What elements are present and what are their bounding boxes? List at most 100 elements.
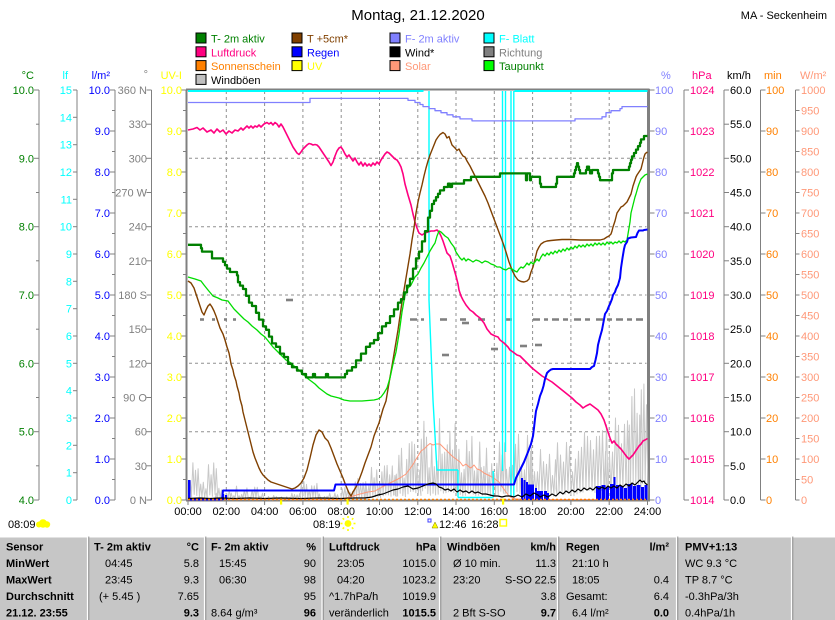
svg-text:16:00: 16:00 xyxy=(481,506,509,518)
svg-text:120: 120 xyxy=(129,358,147,370)
svg-text:5.0: 5.0 xyxy=(167,290,182,302)
svg-text:23:05: 23:05 xyxy=(337,558,365,570)
svg-text:270 W: 270 W xyxy=(115,188,147,200)
svg-text:-0.3hPa/3h: -0.3hPa/3h xyxy=(685,591,739,603)
svg-text:100: 100 xyxy=(801,454,819,466)
svg-text:8.64 g/m³: 8.64 g/m³ xyxy=(211,608,258,620)
svg-text:Solar: Solar xyxy=(405,61,431,73)
svg-text:hPa: hPa xyxy=(416,542,437,554)
svg-text:UV-I: UV-I xyxy=(161,70,182,82)
svg-text:4.0: 4.0 xyxy=(95,331,110,343)
svg-text:1015.5: 1015.5 xyxy=(402,608,436,620)
svg-text:2.0: 2.0 xyxy=(167,413,182,425)
svg-text:Gesamt:: Gesamt: xyxy=(566,591,608,603)
svg-text:0 N: 0 N xyxy=(130,495,147,507)
svg-text:30: 30 xyxy=(766,372,778,384)
svg-text:40: 40 xyxy=(655,331,667,343)
svg-text:TP 8.7 °C: TP 8.7 °C xyxy=(685,575,733,587)
svg-text:45.0: 45.0 xyxy=(730,188,751,200)
svg-text:3.0: 3.0 xyxy=(95,372,110,384)
svg-text:(+ 5.45 ): (+ 5.45 ) xyxy=(99,591,140,603)
svg-text:W/m²: W/m² xyxy=(800,70,827,82)
svg-text:9.3: 9.3 xyxy=(184,608,199,620)
svg-text:1018: 1018 xyxy=(690,331,714,343)
svg-text:90: 90 xyxy=(304,558,316,570)
svg-text:9.3: 9.3 xyxy=(184,575,199,587)
svg-text:7.0: 7.0 xyxy=(167,208,182,220)
svg-text:10.0: 10.0 xyxy=(730,427,751,439)
svg-text:04:45: 04:45 xyxy=(105,558,133,570)
svg-text:100: 100 xyxy=(655,85,673,97)
svg-text:F- 2m aktiv: F- 2m aktiv xyxy=(405,34,460,46)
svg-text:15: 15 xyxy=(60,85,72,97)
svg-text:1022: 1022 xyxy=(690,167,714,179)
svg-text:8.0: 8.0 xyxy=(19,222,34,234)
svg-text:90: 90 xyxy=(766,126,778,138)
svg-text:6: 6 xyxy=(66,331,72,343)
svg-text:18:00: 18:00 xyxy=(519,506,547,518)
svg-text:04:20: 04:20 xyxy=(337,575,365,587)
svg-text:1023.2: 1023.2 xyxy=(402,575,436,587)
svg-text:60.0: 60.0 xyxy=(730,85,751,97)
svg-text:lf: lf xyxy=(63,70,69,82)
svg-text:6.0: 6.0 xyxy=(167,249,182,261)
svg-text:95: 95 xyxy=(304,591,316,603)
svg-text:hPa: hPa xyxy=(692,70,712,82)
svg-text:150: 150 xyxy=(129,324,147,336)
svg-text:3.8: 3.8 xyxy=(541,591,556,603)
svg-text:6.4 l/m²: 6.4 l/m² xyxy=(572,608,609,620)
svg-text:8.0: 8.0 xyxy=(95,167,110,179)
svg-text:9.0: 9.0 xyxy=(19,153,34,165)
svg-text:80: 80 xyxy=(655,167,667,179)
svg-text:14:00: 14:00 xyxy=(442,506,470,518)
svg-text:WC 9.3 °C: WC 9.3 °C xyxy=(685,558,737,570)
svg-text:7.0: 7.0 xyxy=(19,290,34,302)
svg-text:14: 14 xyxy=(60,112,72,124)
svg-text:98: 98 xyxy=(304,575,316,587)
svg-text:0.0: 0.0 xyxy=(730,495,745,507)
svg-text:°: ° xyxy=(144,69,148,81)
svg-text:23:45: 23:45 xyxy=(105,575,133,587)
svg-text:24:00: 24:00 xyxy=(634,506,662,518)
svg-text:15:45: 15:45 xyxy=(219,558,247,570)
svg-text:50: 50 xyxy=(766,290,778,302)
svg-text:10:00: 10:00 xyxy=(366,506,394,518)
svg-text:5.0: 5.0 xyxy=(730,461,745,473)
svg-text:MaxWert: MaxWert xyxy=(6,575,52,587)
svg-text:1014: 1014 xyxy=(690,495,714,507)
svg-text:650: 650 xyxy=(801,229,819,241)
svg-text:0: 0 xyxy=(766,495,772,507)
svg-text:240: 240 xyxy=(129,222,147,234)
svg-text:12:46: 12:46 xyxy=(439,519,467,531)
svg-text:Regen: Regen xyxy=(307,47,339,59)
svg-text:300: 300 xyxy=(129,153,147,165)
svg-text:70: 70 xyxy=(766,208,778,220)
svg-text:08:19: 08:19 xyxy=(313,519,341,531)
svg-text:10.0: 10.0 xyxy=(89,85,110,97)
svg-text:55.0: 55.0 xyxy=(730,119,751,131)
svg-text:7: 7 xyxy=(66,304,72,316)
svg-text:25.0: 25.0 xyxy=(730,324,751,336)
svg-text:16:28: 16:28 xyxy=(471,519,499,531)
svg-text:1019: 1019 xyxy=(690,290,714,302)
svg-text:veränderlich: veränderlich xyxy=(329,608,389,620)
svg-text:°C: °C xyxy=(187,542,199,554)
svg-text:9.0: 9.0 xyxy=(167,126,182,138)
svg-text:^1.7hPa/h: ^1.7hPa/h xyxy=(329,591,378,603)
svg-text:8: 8 xyxy=(66,276,72,288)
svg-text:1023: 1023 xyxy=(690,126,714,138)
svg-text:50: 50 xyxy=(655,290,667,302)
svg-text:Wind*: Wind* xyxy=(405,47,435,59)
svg-text:3.0: 3.0 xyxy=(167,372,182,384)
svg-text:330: 330 xyxy=(129,119,147,131)
svg-text:Montag, 21.12.2020: Montag, 21.12.2020 xyxy=(351,7,484,24)
svg-text:21:10 h: 21:10 h xyxy=(572,558,609,570)
svg-text:22.5: 22.5 xyxy=(535,575,556,587)
svg-text:8.0: 8.0 xyxy=(167,167,182,179)
svg-text:180 S: 180 S xyxy=(118,290,147,302)
svg-text:750: 750 xyxy=(801,188,819,200)
svg-text:MinWert: MinWert xyxy=(6,558,50,570)
svg-text:100: 100 xyxy=(766,85,784,97)
svg-text:30: 30 xyxy=(135,461,147,473)
svg-text:km/h: km/h xyxy=(727,70,751,82)
